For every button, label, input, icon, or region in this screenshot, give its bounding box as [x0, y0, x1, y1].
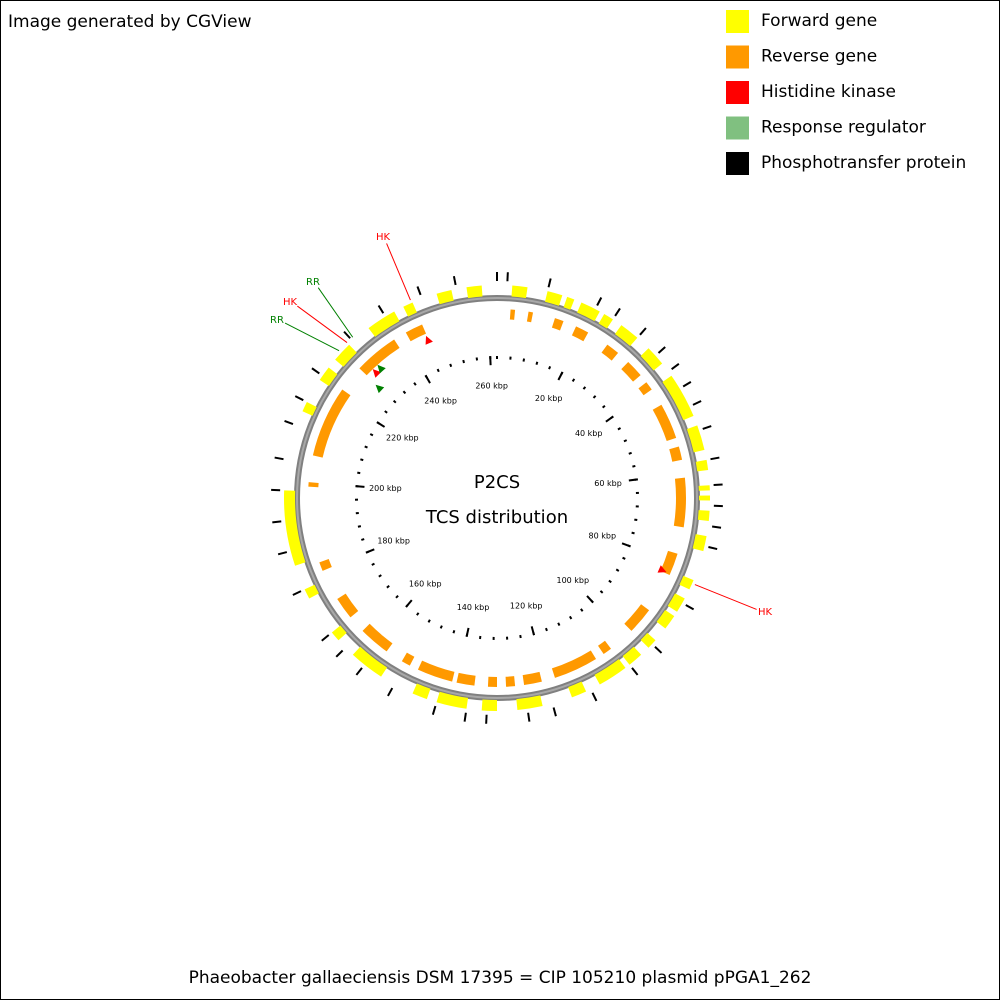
outer-tick	[272, 521, 281, 522]
ruler-minor	[467, 634, 468, 637]
forward-gene	[466, 286, 482, 299]
forward-gene	[699, 485, 710, 490]
tcs-label: RR	[306, 277, 320, 288]
ruler-minor	[616, 569, 619, 571]
legend-label: Forward gene	[761, 11, 877, 31]
ruler-label: 140 kbp	[457, 603, 490, 612]
ruler-minor	[618, 428, 621, 429]
ruler-minor	[358, 526, 361, 527]
legend-label: Histidine kinase	[761, 82, 896, 102]
ruler-minor	[463, 360, 464, 363]
reverse-gene	[488, 677, 497, 687]
legend-label: Response regulator	[761, 118, 926, 138]
forward-gene	[482, 699, 497, 711]
ruler-minor	[441, 626, 442, 629]
ruler-label: 160 kbp	[409, 579, 442, 588]
center-title: P2CS	[474, 472, 520, 493]
forward-gene	[699, 495, 710, 500]
reverse-gene	[308, 482, 318, 487]
ruler-minor	[370, 434, 373, 435]
center-subtitle: TCS distribution	[425, 507, 568, 528]
ruler-minor	[632, 466, 635, 467]
legend-label: Phosphotransfer protein	[761, 153, 966, 173]
credit: Image generated by CGView	[8, 12, 252, 32]
ruler-minor	[377, 422, 380, 424]
ruler-minor	[632, 533, 635, 534]
legend-swatch	[726, 10, 749, 33]
ruler-minor	[536, 362, 537, 365]
ruler-label: 40 kbp	[575, 429, 603, 438]
ruler-label: 200 kbp	[369, 484, 402, 493]
outer-tick	[712, 527, 721, 528]
forward-gene	[698, 510, 710, 521]
ruler-minor	[628, 545, 631, 546]
legend-swatch	[726, 46, 749, 69]
legend-swatch	[726, 117, 749, 140]
tcs-label: HK	[376, 232, 391, 243]
ruler-minor	[533, 632, 534, 635]
ruler-label: 60 kbp	[594, 479, 622, 488]
reverse-gene	[506, 676, 516, 687]
ruler-minor	[417, 613, 419, 615]
ruler-minor	[573, 379, 575, 382]
ruler-label: 260 kbp	[475, 382, 508, 391]
ruler-minor	[524, 359, 525, 362]
tcs-label: HK	[758, 607, 773, 618]
ruler-minor	[450, 364, 451, 367]
ruler-label: 180 kbp	[377, 537, 410, 546]
ruler-minor	[558, 623, 559, 626]
ruler-minor	[365, 446, 368, 447]
ruler-minor	[438, 369, 439, 372]
ruler-minor	[428, 620, 429, 623]
legend-swatch	[726, 152, 749, 175]
legend-swatch	[726, 81, 749, 104]
outer-tick	[465, 713, 466, 722]
footer: Phaeobacter gallaeciensis DSM 17395 = CI…	[189, 968, 812, 988]
outer-tick	[528, 713, 529, 722]
ruler-label: 80 kbp	[589, 532, 617, 541]
forward-gene	[696, 460, 708, 472]
ruler-minor	[624, 440, 627, 441]
ruler-label: 240 kbp	[424, 397, 457, 406]
tcs-label: HK	[283, 297, 298, 308]
ruler-minor	[357, 473, 360, 474]
legend-label: Reverse gene	[761, 47, 877, 67]
ruler-minor	[379, 575, 381, 577]
ruler-minor	[426, 375, 428, 378]
ruler-label: 20 kbp	[535, 394, 563, 403]
ruler-minor	[453, 630, 454, 633]
ruler-minor	[629, 453, 632, 454]
ruler-label: 120 kbp	[510, 602, 543, 611]
ruler-label: 220 kbp	[386, 434, 419, 443]
ruler-minor	[570, 616, 572, 619]
ruler-minor	[623, 558, 626, 559]
ruler-minor	[414, 383, 416, 385]
ruler-minor	[611, 416, 613, 418]
ruler-minor	[549, 366, 550, 369]
ruler-minor	[360, 459, 363, 460]
ruler-minor	[372, 564, 375, 565]
ruler-minor	[366, 552, 369, 553]
ruler-label: 100 kbp	[556, 576, 589, 585]
ruler-minor	[361, 539, 364, 540]
ruler-minor	[520, 635, 521, 638]
ruler-minor	[561, 372, 562, 375]
forward-gene	[512, 286, 528, 299]
ruler-minor	[546, 628, 547, 631]
tcs-label: RR	[270, 315, 284, 326]
outer-tick	[714, 484, 723, 485]
